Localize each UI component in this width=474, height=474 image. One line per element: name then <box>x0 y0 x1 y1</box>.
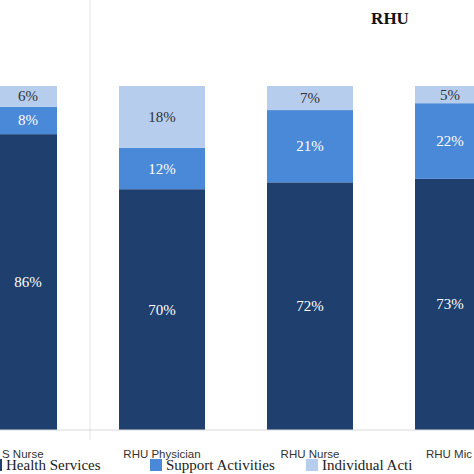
x-axis-line <box>0 430 474 431</box>
bar-segment <box>415 86 474 103</box>
bar-segment <box>0 134 57 430</box>
legend-entry: Individual Acti <box>306 457 412 473</box>
data-labels: 86% 8% 6% 70% 12% 18% 72% 21% 7% 73% 22% 5% <box>14 87 464 318</box>
bar-segment <box>119 86 205 148</box>
bar-segment <box>119 189 205 430</box>
data-label: 86% <box>14 274 42 290</box>
data-label: 18% <box>148 109 176 125</box>
legend-swatch <box>150 459 162 471</box>
bar-segment <box>267 86 353 110</box>
x-tick-label: RHU Mic <box>426 448 472 460</box>
data-label: 21% <box>296 138 324 154</box>
legend-label: Health Services <box>6 457 101 473</box>
chart-svg: RHU86%8%6%70%12%18%72%21%7%73%22%5%S Nur… <box>0 0 474 474</box>
data-label: 6% <box>18 88 38 104</box>
data-label: 5% <box>440 87 460 103</box>
bar-segment <box>415 103 474 179</box>
data-label: 7% <box>300 90 320 106</box>
bar-segment <box>267 182 353 430</box>
legend-label: Support Activities <box>166 457 275 473</box>
bar-segment <box>267 110 353 182</box>
bar-segment <box>415 179 474 430</box>
bar-segment <box>0 107 57 135</box>
data-label: 22% <box>436 133 464 149</box>
bar-segment <box>119 148 205 189</box>
legend-entry: Health Services <box>0 457 101 473</box>
bars <box>0 86 474 430</box>
legend-label: Individual Acti <box>322 457 412 473</box>
data-label: 73% <box>436 296 464 312</box>
data-label: 70% <box>148 302 176 318</box>
legend-entry: Support Activities <box>150 457 275 473</box>
data-label: 8% <box>18 112 38 128</box>
data-label: 72% <box>296 298 324 314</box>
legend-swatch <box>0 459 2 471</box>
chart-title: RHU <box>371 9 409 28</box>
chart-container: RHU86%8%6%70%12%18%72%21%7%73%22%5%S Nur… <box>0 0 474 474</box>
legend-swatch <box>306 459 318 471</box>
bar-segment <box>0 86 57 107</box>
panel-separator <box>90 0 91 440</box>
data-label: 12% <box>148 161 176 177</box>
